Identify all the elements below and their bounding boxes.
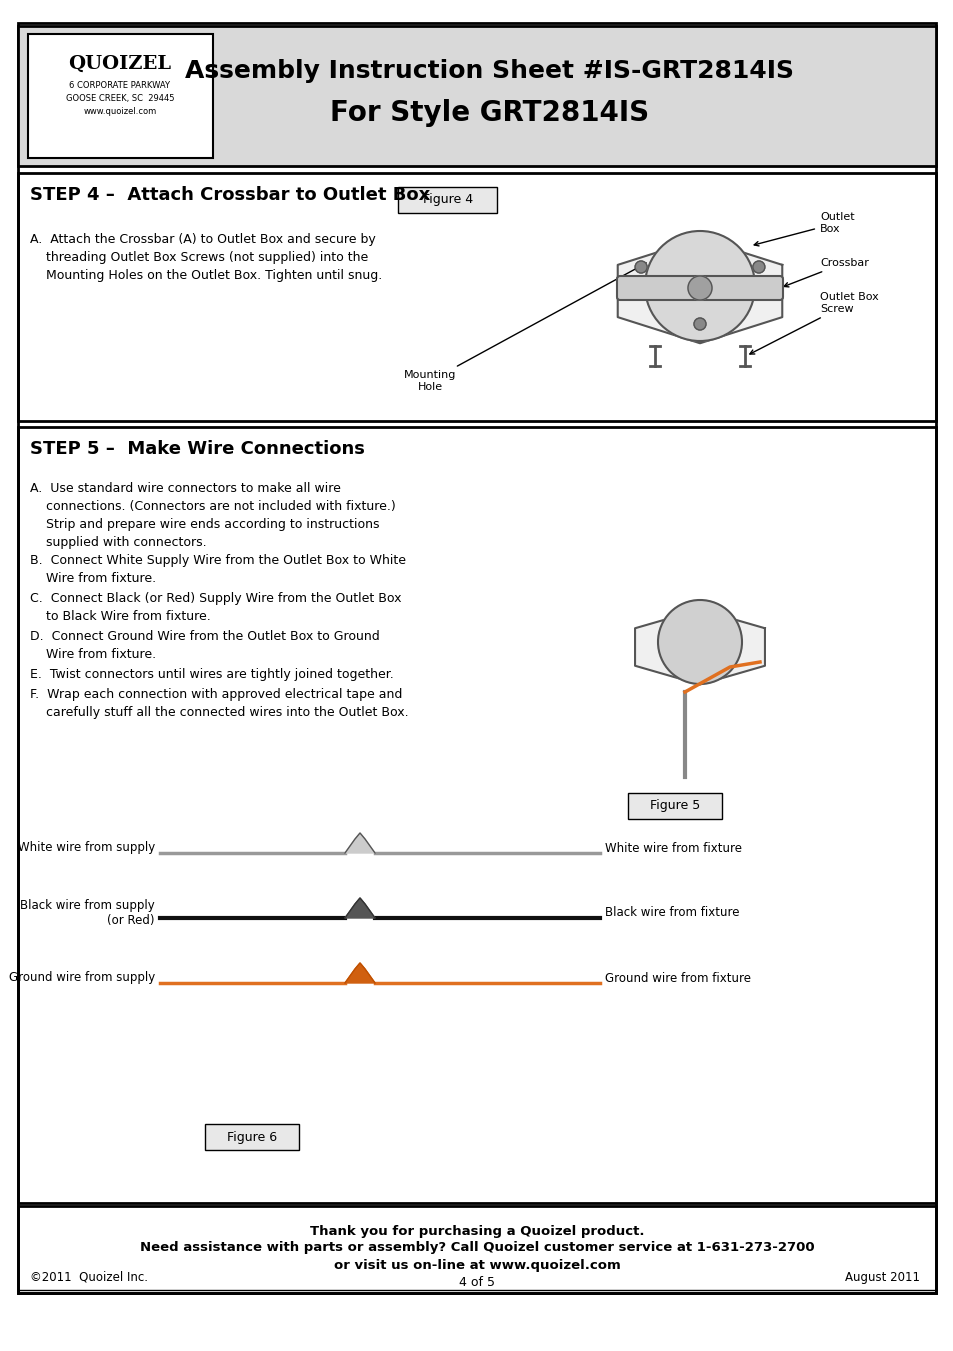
Polygon shape xyxy=(635,609,764,685)
Circle shape xyxy=(635,261,646,273)
Text: ©2011  Quoizel Inc.: ©2011 Quoizel Inc. xyxy=(30,1270,148,1283)
Text: August 2011: August 2011 xyxy=(844,1270,919,1283)
Text: D.  Connect Ground Wire from the Outlet Box to Ground
    Wire from fixture.: D. Connect Ground Wire from the Outlet B… xyxy=(30,630,379,661)
FancyBboxPatch shape xyxy=(18,26,935,166)
Text: Assembly Instruction Sheet #IS-GRT2814IS: Assembly Instruction Sheet #IS-GRT2814IS xyxy=(185,59,794,82)
Text: Figure 6: Figure 6 xyxy=(227,1131,276,1143)
Text: Outlet Box
Screw: Outlet Box Screw xyxy=(749,292,878,354)
Text: For Style GRT2814IS: For Style GRT2814IS xyxy=(330,99,649,127)
Text: or visit us on-line at www.quoizel.com: or visit us on-line at www.quoizel.com xyxy=(334,1259,619,1271)
Text: Ground wire from supply: Ground wire from supply xyxy=(9,971,154,985)
Text: Figure 4: Figure 4 xyxy=(422,193,473,207)
Circle shape xyxy=(658,600,741,684)
Text: White wire from supply: White wire from supply xyxy=(18,842,154,854)
Text: Crossbar: Crossbar xyxy=(783,258,868,286)
Text: Ground wire from fixture: Ground wire from fixture xyxy=(604,971,750,985)
Text: E.  Twist connectors until wires are tightly joined together.: E. Twist connectors until wires are tigh… xyxy=(30,667,394,681)
Text: A.  Attach the Crossbar (A) to Outlet Box and secure by
    threading Outlet Box: A. Attach the Crossbar (A) to Outlet Box… xyxy=(30,232,382,282)
Text: 4 of 5: 4 of 5 xyxy=(458,1277,495,1289)
Circle shape xyxy=(644,231,754,340)
FancyBboxPatch shape xyxy=(28,34,213,158)
Text: QUOIZEL: QUOIZEL xyxy=(69,55,172,73)
Text: Black wire from supply
(or Red): Black wire from supply (or Red) xyxy=(20,898,154,927)
Text: 6 CORPORATE PARKWAY: 6 CORPORATE PARKWAY xyxy=(70,81,171,91)
Circle shape xyxy=(693,317,705,330)
Polygon shape xyxy=(345,898,375,917)
Text: Mounting
Hole: Mounting Hole xyxy=(403,263,645,392)
Text: STEP 5 –  Make Wire Connections: STEP 5 – Make Wire Connections xyxy=(30,440,364,458)
Circle shape xyxy=(752,261,764,273)
Polygon shape xyxy=(345,963,375,984)
Polygon shape xyxy=(618,239,781,343)
Text: C.  Connect Black (or Red) Supply Wire from the Outlet Box
    to Black Wire fro: C. Connect Black (or Red) Supply Wire fr… xyxy=(30,592,401,623)
Polygon shape xyxy=(345,834,375,852)
Text: Need assistance with parts or assembly? Call Quoizel customer service at 1-631-2: Need assistance with parts or assembly? … xyxy=(139,1242,814,1255)
Text: Black wire from fixture: Black wire from fixture xyxy=(604,907,739,920)
FancyBboxPatch shape xyxy=(617,276,782,300)
FancyBboxPatch shape xyxy=(397,186,497,213)
Text: GOOSE CREEK, SC  29445: GOOSE CREEK, SC 29445 xyxy=(66,95,174,104)
Text: F.  Wrap each connection with approved electrical tape and
    carefully stuff a: F. Wrap each connection with approved el… xyxy=(30,688,408,719)
Circle shape xyxy=(687,276,711,300)
Text: STEP 4 –  Attach Crossbar to Outlet Box: STEP 4 – Attach Crossbar to Outlet Box xyxy=(30,186,430,204)
Text: White wire from fixture: White wire from fixture xyxy=(604,842,741,854)
Text: Outlet
Box: Outlet Box xyxy=(754,212,854,246)
Text: A.  Use standard wire connectors to make all wire
    connections. (Connectors a: A. Use standard wire connectors to make … xyxy=(30,482,395,549)
Text: Thank you for purchasing a Quoizel product.: Thank you for purchasing a Quoizel produ… xyxy=(310,1224,643,1238)
Text: Figure 5: Figure 5 xyxy=(649,800,700,812)
FancyBboxPatch shape xyxy=(205,1124,298,1150)
FancyBboxPatch shape xyxy=(627,793,721,819)
Text: B.  Connect White Supply Wire from the Outlet Box to White
    Wire from fixture: B. Connect White Supply Wire from the Ou… xyxy=(30,554,406,585)
Text: www.quoizel.com: www.quoizel.com xyxy=(83,108,156,116)
